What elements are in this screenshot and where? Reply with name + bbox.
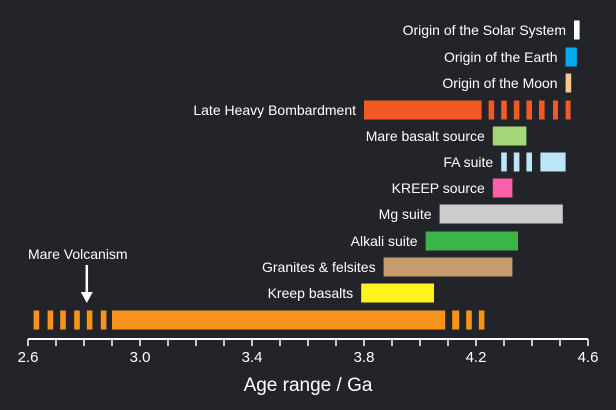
uncertain-range-dash [501,100,507,120]
uncertain-range-dash [513,152,520,172]
tick-label: 3.8 [354,349,375,366]
range-bar [565,47,577,67]
x-axis: 2.6 3.0 3.4 3.8 4.2 4.6 [18,338,599,366]
tick-label: 4.6 [578,349,599,366]
range-bar [574,20,580,40]
range-bar [565,73,572,93]
range-bar [361,283,434,303]
series-label: Granites & felsites [262,259,376,275]
series-label: KREEP source [392,180,485,196]
range-bar [383,257,513,277]
uncertain-range-dash [452,310,460,330]
series-label: FA suite [443,154,493,170]
uncertain-range-dash [488,100,495,120]
range-bar [439,204,563,224]
series-label: Mare basalt source [366,128,485,144]
series-label: Origin of the Moon [442,75,557,91]
uncertain-range-dash [513,100,520,120]
range-bar [492,178,513,198]
tick-label: 3.4 [242,349,263,366]
uncertain-range-dash [478,310,485,330]
uncertain-range-dash [100,310,107,330]
tick-label: 4.2 [466,349,487,366]
x-axis-label: Age range / Ga [244,375,373,396]
uncertain-range-dash [74,310,80,330]
uncertain-range-dash [47,310,54,330]
tick-label: 2.6 [18,349,39,366]
range-bar [492,126,527,146]
series-label: Kreep basalts [268,285,354,301]
series-label: Mg suite [379,206,432,222]
tick-label: 3.0 [130,349,151,366]
series-label: Mare Volcanism [28,246,128,262]
range-bar [425,231,518,251]
range-bar [540,152,566,172]
uncertain-range-dash [539,100,545,120]
series-label: Late Heavy Bombardment [193,102,356,118]
uncertain-range-dash [86,310,93,330]
bars-group: Origin of the Solar System Origin of the … [28,20,580,330]
uncertain-range-dash [466,310,472,330]
uncertain-range-dash [526,100,532,120]
range-bar [364,100,482,120]
series-label: Alkali suite [351,233,418,249]
uncertain-range-dash [526,152,532,172]
series-label: Origin of the Solar System [403,22,566,38]
arrow-head-icon [80,292,93,303]
uncertain-range-dash [501,152,507,172]
uncertain-range-dash [33,310,40,330]
uncertain-range-dash [553,100,558,120]
uncertain-range-dash [60,310,66,330]
series-label: Origin of the Earth [444,49,558,65]
range-bar [112,310,446,330]
uncertain-range-dash [565,100,571,120]
